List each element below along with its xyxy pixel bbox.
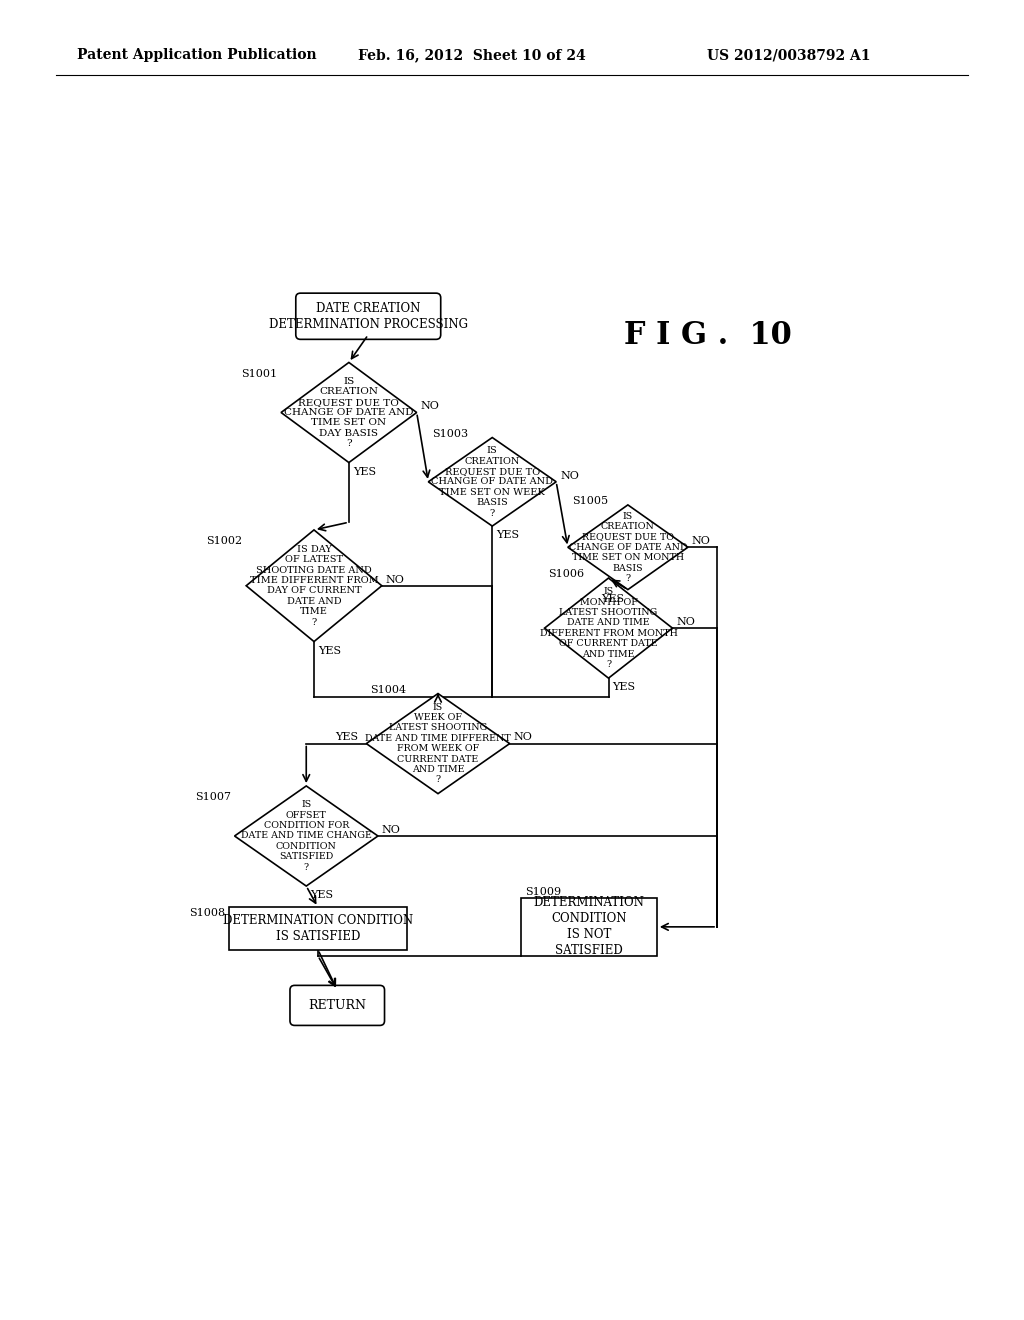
Polygon shape [234, 785, 378, 886]
Bar [228, 907, 407, 949]
Text: F I G .  10: F I G . 10 [624, 319, 792, 351]
Polygon shape [568, 506, 688, 590]
Text: IS DAY
OF LATEST
SHOOTING DATE AND
TIME DIFFERENT FROM
DAY OF CURRENT
DATE AND
T: IS DAY OF LATEST SHOOTING DATE AND TIME … [250, 545, 379, 627]
Text: NO: NO [676, 616, 695, 627]
Text: NO: NO [421, 401, 439, 412]
Text: NO: NO [382, 825, 400, 834]
Text: YES: YES [317, 645, 341, 656]
Text: IS
CREATION
REQUEST DUE TO
CHANGE OF DATE AND
TIME SET ON WEEK
BASIS
?: IS CREATION REQUEST DUE TO CHANGE OF DAT… [431, 446, 553, 517]
Polygon shape [545, 578, 673, 678]
FancyBboxPatch shape [296, 293, 440, 339]
Polygon shape [367, 693, 510, 793]
Text: DETERMINATION
CONDITION
IS NOT
SATISFIED: DETERMINATION CONDITION IS NOT SATISFIED [534, 896, 644, 957]
Text: S1007: S1007 [195, 792, 230, 803]
Text: Patent Application Publication: Patent Application Publication [77, 49, 316, 62]
Polygon shape [428, 437, 556, 527]
Text: S1002: S1002 [206, 536, 243, 546]
Text: S1004: S1004 [371, 685, 407, 694]
Text: YES: YES [496, 531, 519, 540]
Text: IS
CREATION
REQUEST DUE TO
CHANGE OF DATE AND
TIME SET ON
DAY BASIS
?: IS CREATION REQUEST DUE TO CHANGE OF DAT… [284, 376, 414, 449]
Text: IS
CREATION
REQUEST DUE TO
CHANGE OF DATE AND
TIME SET ON MONTH
BASIS
?: IS CREATION REQUEST DUE TO CHANGE OF DAT… [568, 512, 687, 583]
FancyBboxPatch shape [290, 985, 385, 1026]
Text: NO: NO [386, 574, 404, 585]
Text: Feb. 16, 2012  Sheet 10 of 24: Feb. 16, 2012 Sheet 10 of 24 [358, 49, 586, 62]
Text: S1001: S1001 [241, 370, 278, 379]
Text: S1008: S1008 [188, 908, 225, 919]
Text: NO: NO [560, 471, 579, 480]
Text: S1006: S1006 [549, 569, 585, 579]
Text: RETURN: RETURN [308, 999, 367, 1012]
Text: US 2012/0038792 A1: US 2012/0038792 A1 [707, 49, 870, 62]
Text: YES: YES [310, 890, 333, 900]
Text: S1003: S1003 [432, 429, 468, 438]
Text: IS
WEEK OF
LATEST SHOOTING
DATE AND TIME DIFFERENT
FROM WEEK OF
CURRENT DATE
AND: IS WEEK OF LATEST SHOOTING DATE AND TIME… [366, 702, 511, 784]
Text: IS
OFFSET
CONDITION FOR
DATE AND TIME CHANGE
CONDITION
SATISFIED
?: IS OFFSET CONDITION FOR DATE AND TIME CH… [241, 800, 372, 871]
Text: YES: YES [352, 467, 376, 477]
Polygon shape [281, 363, 417, 462]
Text: S1009: S1009 [525, 887, 561, 896]
Bar [521, 898, 657, 956]
Text: YES: YES [335, 733, 358, 742]
Polygon shape [246, 529, 382, 642]
Text: NO: NO [514, 733, 532, 742]
Text: NO: NO [692, 536, 711, 546]
Text: YES: YES [601, 594, 624, 603]
Text: YES: YES [612, 682, 636, 693]
Text: DETERMINATION CONDITION
IS SATISFIED: DETERMINATION CONDITION IS SATISFIED [223, 913, 413, 942]
Text: S1005: S1005 [571, 496, 608, 506]
Text: IS
MONTH OF
LATEST SHOOTING
DATE AND TIME
DIFFERENT FROM MONTH
OF CURRENT DATE
A: IS MONTH OF LATEST SHOOTING DATE AND TIM… [540, 587, 678, 669]
Text: DATE CREATION
DETERMINATION PROCESSING: DATE CREATION DETERMINATION PROCESSING [268, 302, 468, 331]
